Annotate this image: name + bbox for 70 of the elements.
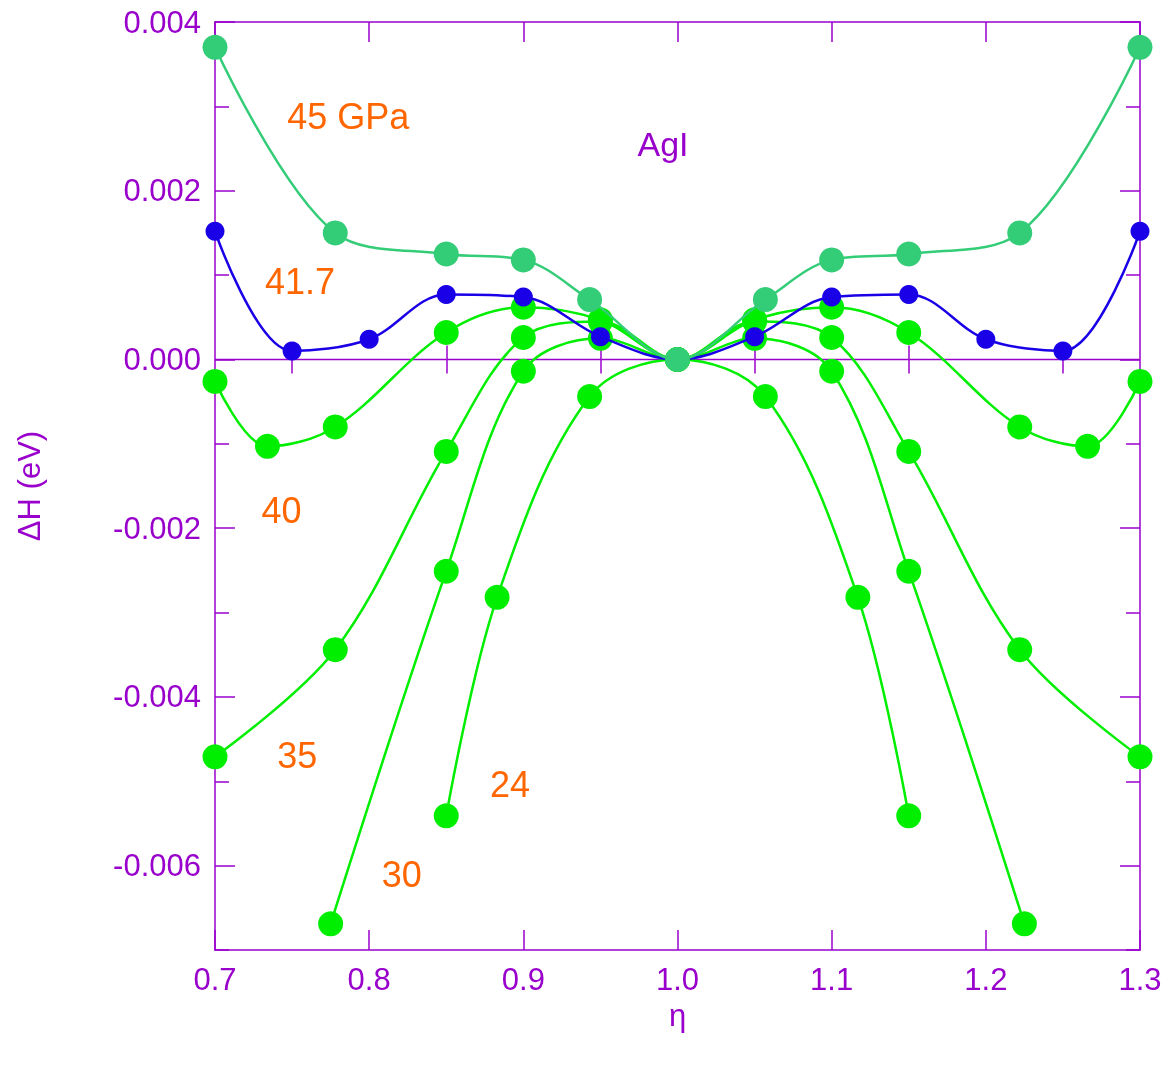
point — [359, 329, 379, 349]
point — [1127, 368, 1153, 394]
point — [322, 220, 348, 246]
point — [1011, 911, 1037, 937]
text: AgI — [637, 125, 689, 163]
annotation: 30 — [381, 854, 422, 896]
x-tick-label: 1.3 — [1118, 962, 1162, 997]
x-tick-label: 0.8 — [347, 962, 391, 997]
y-tick-label: 0.004 — [123, 4, 201, 40]
point — [896, 803, 922, 829]
point — [433, 803, 459, 829]
x-tick-label: 1.1 — [810, 962, 854, 997]
point — [819, 325, 845, 351]
point — [1007, 414, 1033, 440]
point — [282, 341, 302, 361]
point — [205, 221, 225, 241]
point — [896, 438, 922, 464]
y-axis-title: ΔH (eV) — [12, 430, 47, 542]
point — [254, 433, 280, 459]
point — [896, 319, 922, 345]
point — [896, 241, 922, 267]
x-tick-label: 1.0 — [655, 962, 700, 997]
point — [318, 911, 344, 937]
y-tick-label: -0.006 — [113, 848, 201, 884]
point — [433, 319, 459, 345]
point — [202, 34, 228, 60]
y-tick-label: -0.004 — [113, 679, 201, 715]
annotation: 45 GPa — [287, 96, 411, 138]
annotation: 24 — [490, 764, 531, 806]
point — [896, 558, 922, 584]
y-tick-label: 0.000 — [123, 341, 201, 377]
point — [433, 558, 459, 584]
point — [845, 584, 871, 610]
point — [202, 368, 228, 394]
x-tick-label: 0.9 — [501, 962, 545, 997]
point — [752, 384, 778, 410]
point — [1007, 220, 1033, 246]
point — [433, 241, 459, 267]
point — [577, 287, 603, 313]
point — [577, 384, 603, 410]
point — [510, 247, 536, 273]
point — [322, 414, 348, 440]
point — [322, 637, 348, 663]
point — [1053, 341, 1073, 361]
annotation: 35 — [277, 734, 318, 776]
point — [510, 358, 536, 384]
point — [1127, 34, 1153, 60]
point — [819, 247, 845, 273]
y-tick-label: -0.002 — [113, 510, 201, 546]
point — [822, 287, 842, 307]
point — [1007, 637, 1033, 663]
point — [899, 285, 919, 304]
x-axis-title: η — [668, 998, 687, 1033]
point — [436, 285, 456, 304]
point — [976, 329, 996, 349]
point — [819, 358, 845, 384]
y-tick-label: 0.002 — [123, 173, 201, 209]
point — [510, 325, 536, 351]
point — [752, 287, 778, 313]
annotation: 41.7 — [265, 261, 336, 303]
x-tick-label: 0.7 — [193, 962, 237, 997]
point — [484, 584, 510, 610]
point — [433, 438, 459, 464]
point — [1075, 433, 1101, 459]
annotation: 40 — [261, 489, 302, 531]
point — [513, 287, 533, 307]
x-tick-label: 1.2 — [964, 962, 1008, 997]
point — [1127, 744, 1153, 770]
point — [202, 744, 228, 770]
point — [1130, 221, 1150, 241]
